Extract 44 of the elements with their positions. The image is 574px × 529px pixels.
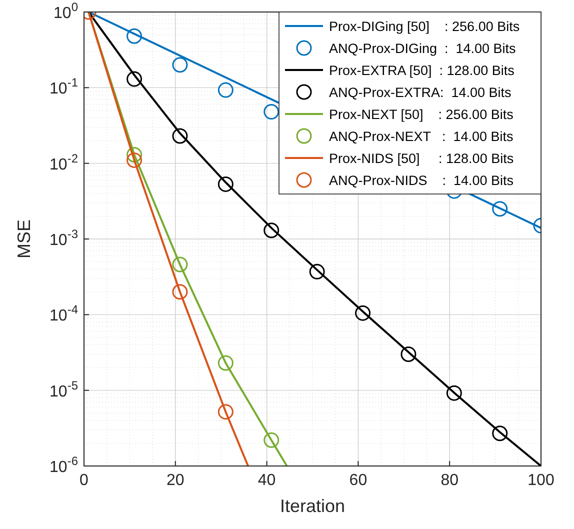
point	[400, 346, 416, 362]
x-tick-label: 40	[258, 472, 276, 489]
point	[218, 355, 234, 371]
point	[492, 426, 508, 442]
y-tick-label: 10$^{-5}$	[50, 378, 78, 400]
point	[172, 256, 188, 272]
point	[218, 404, 234, 420]
point	[355, 305, 371, 321]
legend-label: ANQ-Prox-NEXT : 14.00 Bits	[329, 129, 514, 144]
point	[309, 264, 325, 280]
point	[264, 222, 280, 238]
point	[264, 432, 280, 448]
y-tick-label: 10$^{-3}$	[50, 227, 78, 249]
x-axis-title: Iteration	[280, 496, 346, 516]
x-tick-label: 100	[528, 472, 554, 489]
point	[126, 71, 142, 87]
x-tick-label: 20	[166, 472, 184, 489]
point	[172, 57, 188, 73]
point	[126, 28, 142, 44]
y-tick-label: 10$^{0}$	[54, 0, 78, 22]
point	[218, 82, 234, 98]
y-tick-label: 10$^{-1}$	[50, 76, 78, 98]
y-tick-label: 10$^{-2}$	[50, 151, 78, 174]
legend-label: Prox-EXTRA [50] : 128.00 Bits	[329, 63, 515, 78]
point	[126, 152, 142, 168]
legend-label: Prox-DIGing [50] : 256.00 Bits	[329, 19, 520, 34]
legend-label: ANQ-Prox-NIDS : 14.00 Bits	[329, 173, 514, 188]
point	[172, 128, 188, 144]
x-tick-label: 0	[80, 472, 89, 489]
legend-label: ANQ-Prox-DIGing : 14.00 Bits	[329, 41, 516, 56]
point	[218, 176, 234, 192]
point	[126, 146, 142, 162]
legend-label: Prox-NEXT [50] : 256.00 Bits	[329, 107, 514, 122]
point	[264, 104, 280, 120]
legend-label: Prox-NIDS [50] : 128.00 Bits	[329, 151, 514, 166]
point	[172, 284, 188, 300]
y-tick-label: 10$^{-4}$	[50, 302, 78, 325]
y-tick-label: 10$^{-6}$	[50, 454, 78, 476]
legend-label: ANQ-Prox-EXTRA: 14.00 Bits	[329, 85, 512, 100]
x-tick-label: 80	[440, 472, 459, 489]
y-axis-title: MSE	[14, 219, 34, 259]
point	[446, 385, 462, 401]
point	[492, 201, 508, 217]
x-tick-label: 60	[349, 472, 368, 489]
